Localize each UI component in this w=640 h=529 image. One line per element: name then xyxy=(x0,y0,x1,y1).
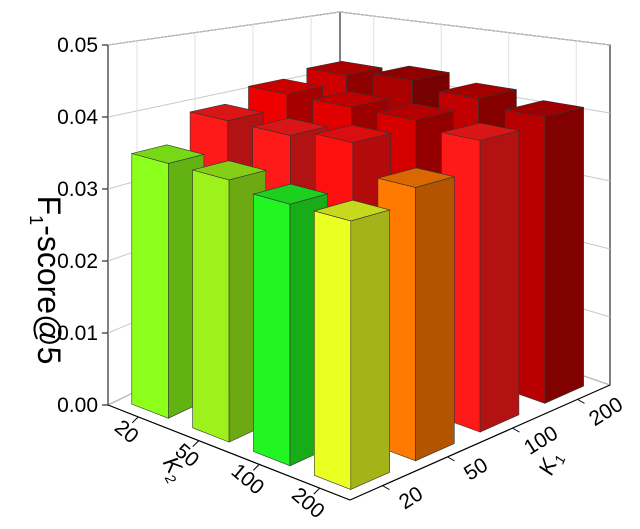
bar-top-face xyxy=(252,117,328,136)
bar-side-face xyxy=(415,176,455,462)
bar-top-face xyxy=(312,91,389,108)
bar-front-face xyxy=(192,169,230,443)
floor-axes xyxy=(107,384,611,501)
bar-top-face xyxy=(248,78,323,95)
bar-top-face xyxy=(377,103,454,121)
bar-top-face xyxy=(505,100,584,118)
bar-top-face xyxy=(130,144,204,164)
bar-side-face xyxy=(544,106,584,404)
bar-top-face xyxy=(306,60,383,76)
x1-tick xyxy=(382,485,390,491)
bar-top-face xyxy=(252,183,329,205)
bar-top-face xyxy=(315,124,391,143)
bar-top-face xyxy=(377,167,455,188)
bar-top-face xyxy=(438,82,517,99)
bar-side-face xyxy=(479,130,520,433)
x1-tick xyxy=(512,427,520,433)
bar xyxy=(313,199,391,490)
y-tick-label: 0.00 xyxy=(57,394,98,417)
y-tick-label: 0.02 xyxy=(57,250,98,273)
x2-tick-label: 20 xyxy=(110,416,143,449)
bar-side-face xyxy=(350,209,390,490)
y-label-rest: -score@5 xyxy=(31,225,67,364)
bar-top-face xyxy=(190,103,264,122)
x1-tick xyxy=(577,398,585,404)
y-label-main: F xyxy=(31,196,67,216)
y-tick-label: 0.04 xyxy=(57,106,98,129)
x1-tick-label: 50 xyxy=(460,453,492,485)
bar-front-face xyxy=(131,153,169,419)
bar-front-face xyxy=(253,193,291,467)
x2-tick xyxy=(192,440,200,447)
y-axis-label: F1-score@5 xyxy=(26,196,67,365)
x2-tick xyxy=(313,487,321,495)
bar-top-face xyxy=(313,199,391,222)
x1-tick xyxy=(447,456,455,462)
x2-tick xyxy=(131,416,139,424)
x1-tick-label: 200 xyxy=(585,393,627,431)
grid-line xyxy=(107,11,611,46)
y-label-sub: 1 xyxy=(26,215,46,225)
bar-top-face xyxy=(191,160,267,181)
y-tick-label: 0.03 xyxy=(57,178,98,201)
y-tick-label: 0.05 xyxy=(57,34,98,57)
bar-top-face xyxy=(372,65,450,81)
bar-front-face xyxy=(313,210,352,490)
x2-tick xyxy=(252,464,260,471)
y-tick-label: 0.01 xyxy=(57,322,98,345)
bar-top-face xyxy=(441,122,519,141)
x1-tick-label: 20 xyxy=(395,482,427,514)
